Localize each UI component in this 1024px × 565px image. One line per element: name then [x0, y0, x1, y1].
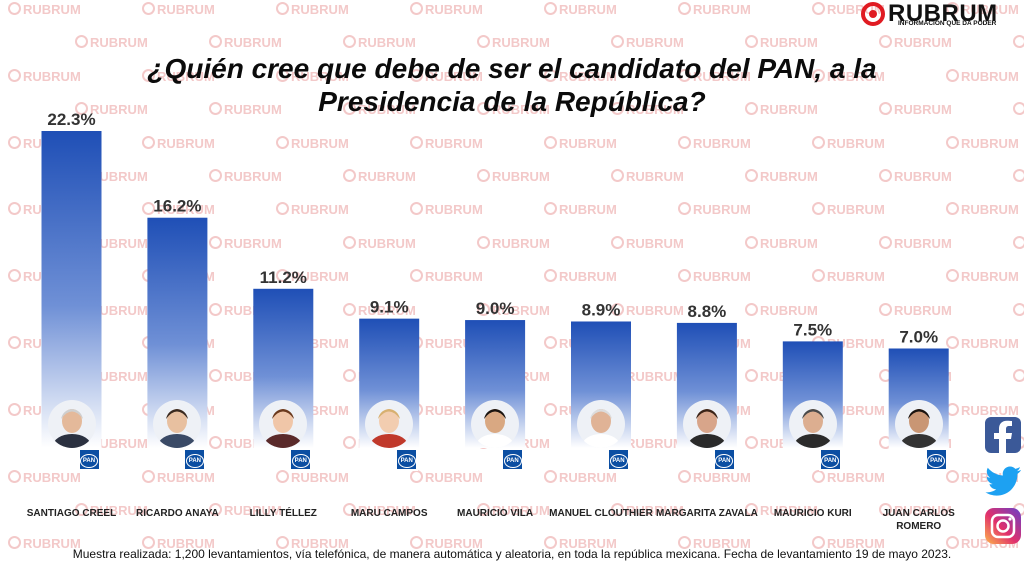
instagram-icon [985, 508, 1021, 544]
category-label: MAURICIO KURI [773, 508, 852, 519]
chart-title-line-1: ¿Quién cree que debe de ser el candidato… [147, 53, 877, 84]
pan-logo-text: PAN [821, 454, 840, 468]
data-label: 7.0% [899, 327, 938, 346]
logo-ring-icon [861, 2, 885, 26]
category-label: JUAN CARLOS ROMERO [882, 508, 955, 532]
category-label: MANUEL CLOUTHIER [549, 508, 653, 519]
data-label: 9.1% [370, 298, 409, 317]
pan-logo-text: PAN [503, 454, 522, 468]
data-label: 22.3% [47, 110, 95, 129]
pan-logo-icon: PAN [395, 448, 419, 471]
pan-logo-icon: PAN [289, 448, 313, 471]
pan-logo-text: PAN [185, 454, 204, 468]
data-label: 9.0% [476, 299, 515, 318]
twitter-icon [985, 466, 1021, 496]
candidate-photo [259, 400, 308, 448]
logo-name: RUBRUM [888, 0, 998, 27]
pan-logo-icon: PAN [818, 448, 842, 471]
logo-tagline: INFORMACIÓN QUE DA PODER [898, 20, 997, 27]
rubrum-logo: RUBRUM INFORMACIÓN QUE DA PODER [858, 0, 1016, 30]
candidate-photo [47, 400, 96, 448]
category-label: MARGARITA ZAVALA [655, 508, 758, 519]
pan-logo-icon: PAN [712, 448, 736, 471]
pan-logo-icon: PAN [183, 448, 207, 471]
pan-logo-text: PAN [397, 454, 416, 468]
facebook-link[interactable] [983, 417, 1023, 453]
data-label: 16.2% [153, 197, 201, 216]
bar [41, 131, 102, 448]
pan-logo-text: PAN [715, 454, 734, 468]
candidate-photo [365, 400, 414, 448]
pan-logo-text: PAN [927, 454, 946, 468]
pan-logo-icon: PAN [77, 448, 101, 471]
pan-logo-icon: PAN [607, 448, 630, 471]
category-label: MAURICIO VILA [457, 508, 534, 519]
category-label: LILLY TÉLLEZ [249, 508, 317, 519]
data-label: 11.2% [260, 268, 307, 287]
data-label: 7.5% [793, 320, 832, 339]
pan-logo-text: PAN [609, 454, 628, 468]
category-label: RICARDO ANAYA [135, 508, 219, 519]
twitter-link[interactable] [983, 463, 1023, 499]
candidate-photo [153, 400, 202, 448]
data-label: 8.9% [582, 300, 621, 319]
pan-logo-icon: PAN [501, 448, 525, 471]
facebook-icon [985, 417, 1021, 453]
data-label: 8.8% [688, 302, 727, 321]
candidate-photo [577, 400, 625, 448]
chart-title-line-2: Presidencia de la República? [318, 86, 706, 117]
instagram-link[interactable] [983, 508, 1023, 544]
pan-logo-icon: PAN [924, 448, 948, 471]
chart-title: ¿Quién cree que debe de ser el candidato… [0, 52, 1024, 118]
candidate-photo [788, 400, 837, 448]
candidate-photo [894, 400, 943, 448]
category-label: SANTIAGO CREEL [26, 508, 117, 519]
pan-logo-text: PAN [80, 454, 98, 468]
category-label: MARU CAMPOS [350, 508, 428, 519]
candidate-photo [471, 400, 520, 448]
pan-logo-text: PAN [291, 454, 310, 468]
candidate-photo [682, 400, 731, 448]
footer-note: Muestra realizada: 1,200 levantamientos,… [72, 547, 952, 561]
